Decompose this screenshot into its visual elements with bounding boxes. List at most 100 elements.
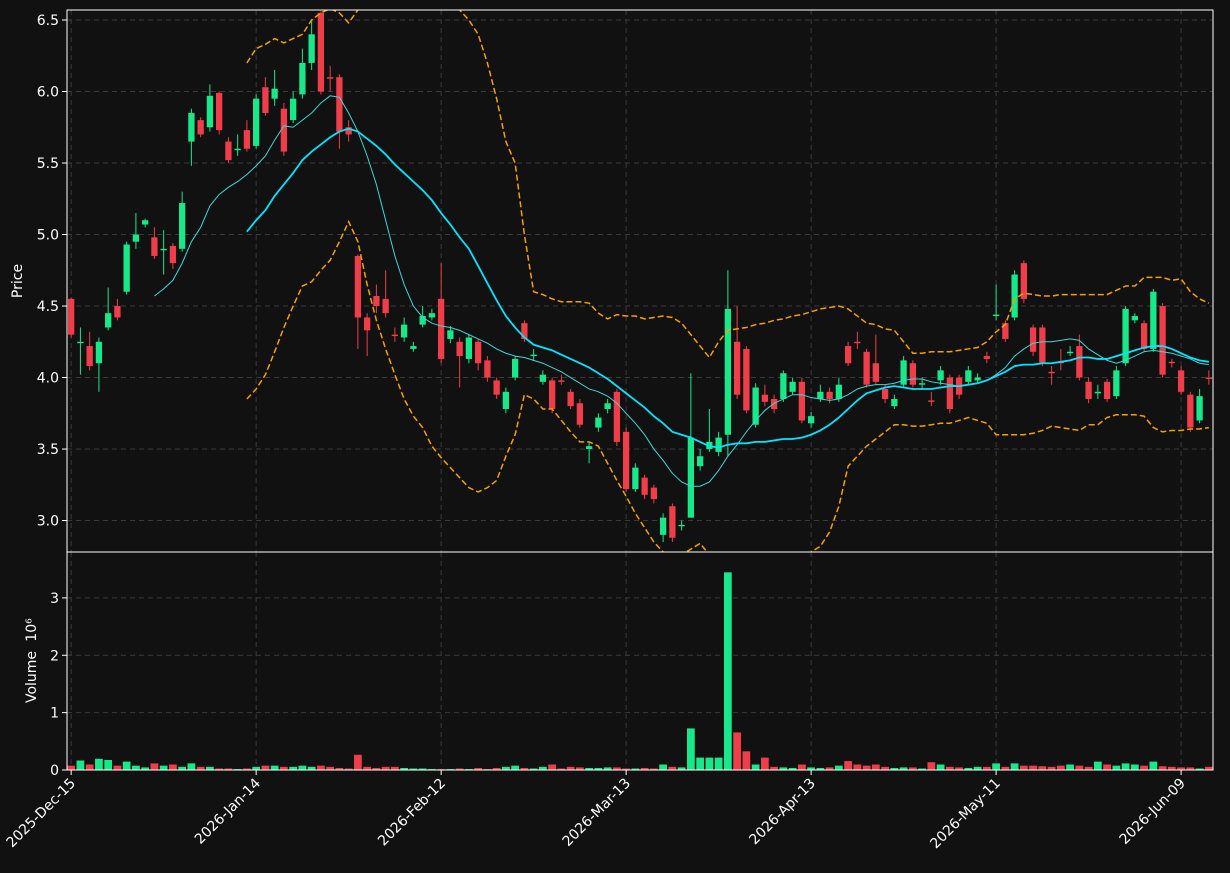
y-tick-label: 5.5	[37, 156, 59, 172]
volume-bar	[1158, 765, 1167, 771]
candle-body	[502, 391, 510, 409]
volume-bar	[862, 765, 871, 771]
candle-body	[299, 62, 306, 95]
volume-frame	[66, 551, 1214, 771]
candle-body	[678, 524, 685, 527]
volume-bar	[261, 765, 270, 771]
candle-body	[1020, 263, 1027, 299]
y-tick-label: 3	[50, 591, 59, 607]
candle-body	[687, 437, 695, 518]
volume-bar	[871, 764, 881, 771]
candle-body	[1103, 381, 1111, 399]
candle-body	[447, 330, 454, 339]
volume-bar	[880, 766, 890, 771]
candle-body	[308, 34, 315, 63]
candle-body	[576, 403, 584, 425]
candle-body	[770, 398, 778, 409]
candle-body	[715, 437, 722, 452]
volume-bar	[973, 766, 982, 771]
volume-bar	[936, 764, 945, 771]
candle-body	[400, 324, 408, 338]
candle-body	[835, 384, 843, 399]
candle-body	[1085, 381, 1092, 399]
candle-body	[410, 346, 417, 349]
candle-body	[86, 346, 93, 367]
candle-body	[1177, 370, 1185, 392]
candle-body	[817, 391, 824, 399]
candle-body	[179, 203, 186, 249]
candle-body	[983, 356, 990, 359]
candle-body	[789, 381, 796, 392]
volume-bar	[362, 766, 372, 771]
candle-body	[659, 517, 667, 535]
volume-bar	[1065, 764, 1075, 771]
volume-bar	[113, 765, 122, 771]
candle-body	[216, 92, 223, 131]
candle-body	[891, 398, 898, 407]
y-tick-label: 4.5	[37, 299, 59, 315]
price-axis-label: Price	[10, 264, 26, 298]
volume-bar	[1121, 762, 1130, 771]
candle-body	[1131, 316, 1138, 321]
volume-bar	[325, 766, 335, 771]
candle-body	[567, 391, 574, 407]
volume-bar	[103, 759, 113, 771]
candle-body	[992, 314, 1000, 317]
volume-bar	[741, 750, 751, 771]
candle-body	[909, 363, 917, 385]
candle-body	[918, 383, 926, 385]
volume-bar	[1148, 761, 1158, 771]
volume-bar	[1139, 765, 1149, 771]
volume-bar	[298, 765, 307, 771]
volume-plot	[66, 571, 1214, 771]
candle-body	[622, 431, 630, 490]
candle-body	[234, 148, 241, 151]
volume-bar	[205, 766, 215, 771]
candle-body	[345, 127, 352, 135]
candle-body	[474, 341, 482, 364]
volume-bar	[667, 766, 677, 771]
volume-bar	[1102, 764, 1112, 771]
volume-bar	[94, 758, 104, 771]
volume-bar	[501, 766, 511, 771]
candle-body	[336, 77, 343, 132]
volume-bar	[945, 766, 955, 771]
candle-body	[872, 363, 880, 382]
volume-bar	[85, 764, 95, 771]
candle-body	[253, 98, 260, 146]
volume-bar	[390, 766, 400, 771]
candle-body	[160, 248, 167, 251]
candle-body	[946, 377, 953, 409]
y-tick-label: 5.0	[37, 228, 59, 244]
volume-bar	[704, 757, 714, 771]
candle-body	[437, 298, 445, 359]
volume-bar	[547, 764, 557, 771]
candle-body	[844, 346, 852, 364]
candle-body	[595, 417, 602, 428]
candle-body	[105, 313, 112, 328]
y-tick-label: 6.5	[37, 13, 59, 29]
volume-bar	[177, 766, 187, 771]
candle-body	[114, 306, 121, 318]
volume-bar	[279, 766, 289, 771]
candle-body	[1048, 371, 1055, 374]
candle-body	[465, 337, 473, 359]
volume-bar	[1000, 766, 1010, 771]
candle-body	[1168, 361, 1175, 364]
candle-body	[1076, 346, 1083, 378]
candle-body	[169, 245, 177, 264]
candle-body	[1140, 323, 1148, 349]
volume-bar	[751, 764, 760, 771]
candle-body	[733, 341, 741, 395]
y-tick-label: 6.0	[37, 85, 59, 101]
candle-body	[807, 416, 815, 424]
candle-body	[1187, 394, 1194, 428]
volume-bar	[1037, 765, 1047, 771]
candle-body	[724, 308, 732, 435]
candle-body	[290, 98, 297, 121]
candle-body	[798, 381, 806, 421]
volume-bar	[122, 761, 132, 771]
volume-bar	[760, 757, 770, 771]
volume-bar	[834, 765, 844, 771]
